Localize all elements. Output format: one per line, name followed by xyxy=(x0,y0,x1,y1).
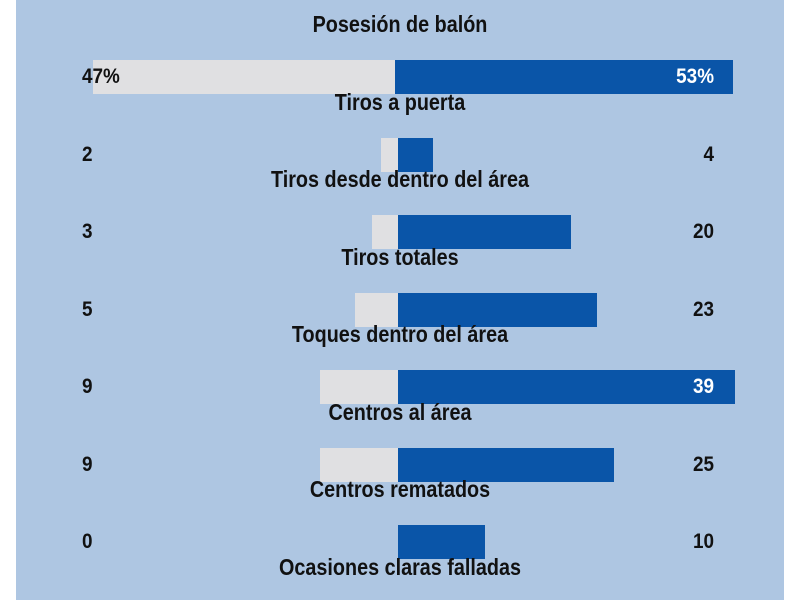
left-team-bar xyxy=(372,215,398,249)
right-team-value: 25 xyxy=(692,452,714,476)
left-team-bar xyxy=(354,292,398,327)
stat-title: Ocasiones claras falladas xyxy=(279,553,521,580)
left-team-value: 0 xyxy=(82,530,93,553)
right-team-bar xyxy=(395,60,733,94)
left-team-bar xyxy=(320,447,398,482)
right-team-bar xyxy=(398,447,615,482)
match-stats-panel: Posesión de balón 47% 53% Tiros a puerta 2 4 T… xyxy=(16,0,784,600)
right-team-bar xyxy=(398,215,571,249)
stat-title: Tiros totales xyxy=(341,243,459,270)
left-team-value: 9 xyxy=(82,452,93,476)
right-team-value: 23 xyxy=(692,297,714,321)
left-team-value: 3 xyxy=(82,220,93,243)
stat-title: Toques dentro del área xyxy=(291,321,509,347)
left-team-bar xyxy=(320,370,398,404)
left-team-value: 2 xyxy=(82,142,93,166)
right-team-value: 39 xyxy=(692,375,714,398)
right-team-value: 53% xyxy=(676,65,714,88)
left-team-bar xyxy=(92,60,401,94)
left-team-value: 47% xyxy=(82,65,120,88)
stat-title: Centros al área xyxy=(328,398,472,425)
left-team-bar xyxy=(380,137,398,172)
right-team-value: 10 xyxy=(692,530,714,553)
right-team-bar xyxy=(398,370,736,404)
right-team-value: 4 xyxy=(703,142,714,166)
stat-title: Tiros desde dentro del área xyxy=(271,166,529,192)
right-team-bar xyxy=(398,292,597,327)
right-team-value: 20 xyxy=(692,220,714,243)
stat-title: Centros rematados xyxy=(309,476,491,502)
stat-title: Posesión de balón xyxy=(312,11,488,37)
stat-title: Tiros a puerta xyxy=(334,88,466,115)
left-team-value: 9 xyxy=(82,375,93,398)
right-team-bar xyxy=(398,525,485,559)
left-team-value: 5 xyxy=(82,297,93,321)
right-team-bar xyxy=(398,137,433,172)
